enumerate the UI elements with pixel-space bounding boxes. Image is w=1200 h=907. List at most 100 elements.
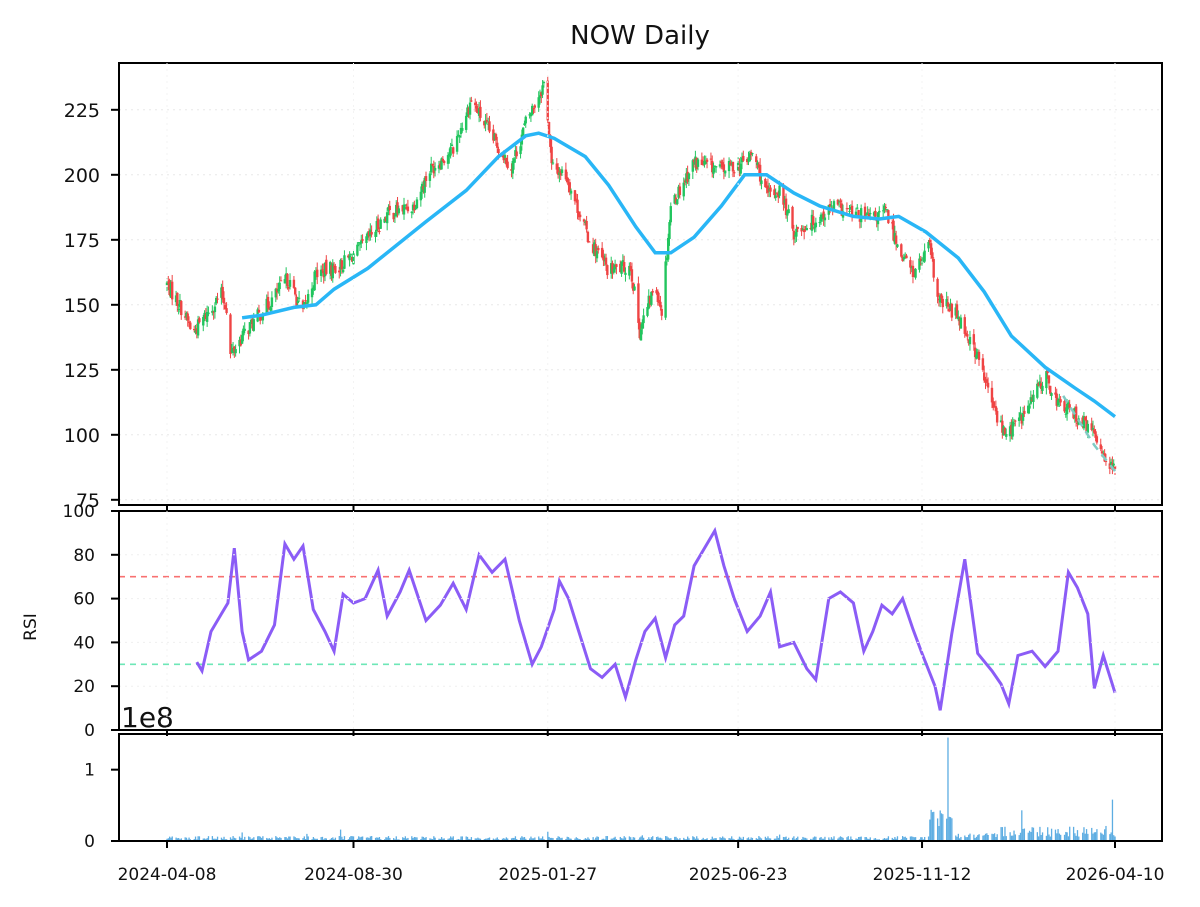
candle-body xyxy=(911,265,915,278)
candle-body xyxy=(503,155,507,158)
candle-body xyxy=(558,172,561,176)
volume-bar xyxy=(540,838,542,841)
candle-body xyxy=(804,229,807,231)
volume-panel-frame xyxy=(118,733,1163,842)
volume-bar xyxy=(601,838,603,841)
candle-body xyxy=(976,351,979,357)
volume-bar xyxy=(738,836,741,841)
price-y-tick-label: 100 xyxy=(64,425,100,447)
candle-body xyxy=(1085,419,1088,433)
candle-body xyxy=(668,222,671,239)
candle-body xyxy=(832,201,836,210)
candle-body xyxy=(964,332,968,336)
candle-body xyxy=(602,255,605,261)
volume-bar xyxy=(803,837,805,841)
volume-bar xyxy=(785,836,787,841)
candle-body xyxy=(723,170,727,174)
volume-bar xyxy=(758,836,760,841)
volume-bar xyxy=(920,837,922,841)
candle-body xyxy=(1086,423,1090,433)
candle-body xyxy=(948,308,951,312)
candle-body xyxy=(294,287,297,295)
volume-bar xyxy=(251,838,254,841)
candle-body xyxy=(859,208,863,223)
rsi-axis-label: RSI xyxy=(21,613,41,641)
candle-body xyxy=(437,165,441,169)
candle-body xyxy=(878,210,881,213)
volume-bar xyxy=(821,838,824,841)
volume-bar xyxy=(551,837,553,841)
candle-body xyxy=(461,128,464,131)
candle-body xyxy=(874,211,877,217)
volume-bar xyxy=(496,837,498,841)
candle-body xyxy=(774,195,777,198)
volume-bar xyxy=(729,838,732,841)
candle-body xyxy=(892,220,895,241)
candle-body xyxy=(551,162,555,164)
volume-bar xyxy=(474,838,476,841)
volume-bar xyxy=(731,836,733,841)
volume-bar xyxy=(740,837,742,841)
candle-body xyxy=(946,302,950,307)
volume-bar xyxy=(529,838,531,841)
x-tick-label: 2025-06-23 xyxy=(689,865,788,885)
candle-body xyxy=(468,102,472,115)
volume-bar xyxy=(974,838,976,841)
volume-bar xyxy=(694,838,697,841)
volume-bar xyxy=(885,838,887,841)
volume-bar xyxy=(560,838,562,841)
rsi-y-tick-label: 100 xyxy=(63,502,95,522)
candle-body xyxy=(792,230,796,240)
volume-bar xyxy=(1012,835,1014,841)
candle-body xyxy=(313,271,316,291)
candle-body xyxy=(993,406,996,408)
x-tick-label: 2025-11-12 xyxy=(873,865,972,885)
volume-bar xyxy=(650,837,653,841)
candle-body xyxy=(429,163,433,173)
candle-body xyxy=(955,304,959,319)
candle-body xyxy=(349,254,353,256)
volume-bar xyxy=(534,837,536,841)
volume-bar xyxy=(692,836,694,841)
candle-body xyxy=(428,173,432,181)
candle-body xyxy=(275,288,279,293)
candle-body xyxy=(903,255,907,257)
candle-body xyxy=(470,100,473,102)
candle-body xyxy=(411,204,415,211)
candle-body xyxy=(1010,424,1013,435)
volume-bar xyxy=(438,838,440,841)
volume-bar xyxy=(241,832,243,841)
volume-bar xyxy=(721,836,724,841)
volume-bar xyxy=(947,737,949,841)
candle-body xyxy=(995,410,999,423)
volume-bar xyxy=(886,838,888,841)
candle-body xyxy=(205,311,209,322)
candle-body xyxy=(220,287,223,298)
volume-bar xyxy=(314,838,316,841)
volume-bar xyxy=(510,838,513,841)
candle-body xyxy=(800,228,803,232)
volume-bar xyxy=(955,835,957,841)
candle-body xyxy=(1091,427,1095,430)
candle-body xyxy=(439,163,442,169)
candle-body xyxy=(791,206,794,229)
volume-bar xyxy=(696,836,698,841)
volume-bar xyxy=(666,836,668,841)
candle-body xyxy=(555,163,559,170)
candle-body xyxy=(493,133,496,140)
candle-body xyxy=(565,177,569,183)
candle-body xyxy=(485,119,489,122)
candle-body xyxy=(773,189,776,196)
volume-bar xyxy=(649,838,651,841)
volume-bar xyxy=(1096,829,1098,841)
volume-bar xyxy=(784,837,786,841)
candle-body xyxy=(866,212,869,214)
candle-body xyxy=(404,204,407,206)
volume-bar xyxy=(447,838,449,841)
volume-bar xyxy=(1001,827,1004,841)
volume-bar xyxy=(930,809,932,841)
rsi-y-axis: 0 20 40 60 80 100 xyxy=(63,502,1162,741)
candle-body xyxy=(488,121,491,132)
volume-bar xyxy=(823,838,825,841)
volume-bar xyxy=(352,836,355,841)
